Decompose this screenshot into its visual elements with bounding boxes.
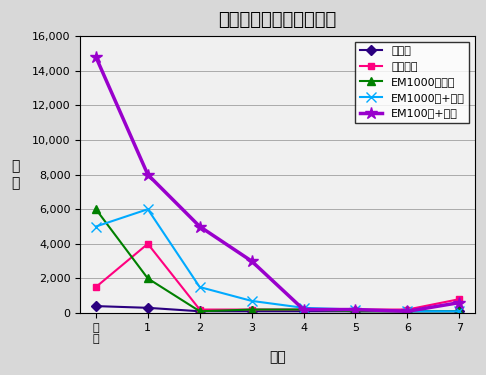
- Line: EM100倍+本品: EM100倍+本品: [89, 51, 466, 318]
- EM1000倍+本品: [404, 309, 410, 314]
- EM100倍+本品: [93, 55, 99, 59]
- EM1000倍のみ: [249, 307, 255, 312]
- 本品のみ: [249, 307, 255, 312]
- EM1000倍のみ: [301, 307, 307, 312]
- 本品のみ: [456, 297, 462, 302]
- EM100倍+本品: [456, 300, 462, 305]
- EM1000倍+本品: [456, 309, 462, 314]
- Legend: 水のみ, 本品のみ, EM1000倍のみ, EM1000倍+本品, EM100倍+本品: 水のみ, 本品のみ, EM1000倍のみ, EM1000倍+本品, EM100倍…: [355, 42, 469, 123]
- Line: 本品のみ: 本品のみ: [92, 240, 463, 313]
- Line: EM1000倍+本品: EM1000倍+本品: [91, 204, 464, 316]
- X-axis label: 日数: 日数: [269, 350, 286, 364]
- EM1000倍のみ: [456, 309, 462, 314]
- EM100倍+本品: [352, 307, 358, 312]
- 水のみ: [93, 304, 99, 308]
- 本品のみ: [145, 242, 151, 246]
- EM100倍+本品: [197, 224, 203, 229]
- EM1000倍のみ: [404, 309, 410, 314]
- 本品のみ: [301, 307, 307, 312]
- Title: 茶葉表面微生物数の変化: 茶葉表面微生物数の変化: [219, 11, 337, 29]
- 水のみ: [249, 309, 255, 314]
- Line: EM1000倍のみ: EM1000倍のみ: [92, 205, 464, 315]
- EM100倍+本品: [249, 259, 255, 263]
- EM1000倍のみ: [93, 207, 99, 212]
- 水のみ: [352, 309, 358, 314]
- 水のみ: [301, 309, 307, 314]
- 本品のみ: [93, 285, 99, 289]
- EM100倍+本品: [145, 172, 151, 177]
- 水のみ: [197, 309, 203, 314]
- EM1000倍のみ: [145, 276, 151, 280]
- EM1000倍+本品: [249, 298, 255, 303]
- 本品のみ: [404, 307, 410, 312]
- 水のみ: [404, 309, 410, 314]
- 水のみ: [145, 306, 151, 310]
- EM1000倍+本品: [352, 307, 358, 312]
- Y-axis label: 菌
数: 菌 数: [11, 159, 19, 190]
- 本品のみ: [352, 307, 358, 312]
- EM100倍+本品: [404, 309, 410, 314]
- EM1000倍+本品: [301, 306, 307, 310]
- EM1000倍+本品: [93, 224, 99, 229]
- EM100倍+本品: [301, 307, 307, 312]
- EM1000倍+本品: [197, 285, 203, 289]
- 水のみ: [456, 309, 462, 314]
- EM1000倍のみ: [197, 309, 203, 314]
- 本品のみ: [197, 307, 203, 312]
- EM1000倍のみ: [352, 309, 358, 314]
- Line: 水のみ: 水のみ: [92, 303, 463, 315]
- EM1000倍+本品: [145, 207, 151, 212]
